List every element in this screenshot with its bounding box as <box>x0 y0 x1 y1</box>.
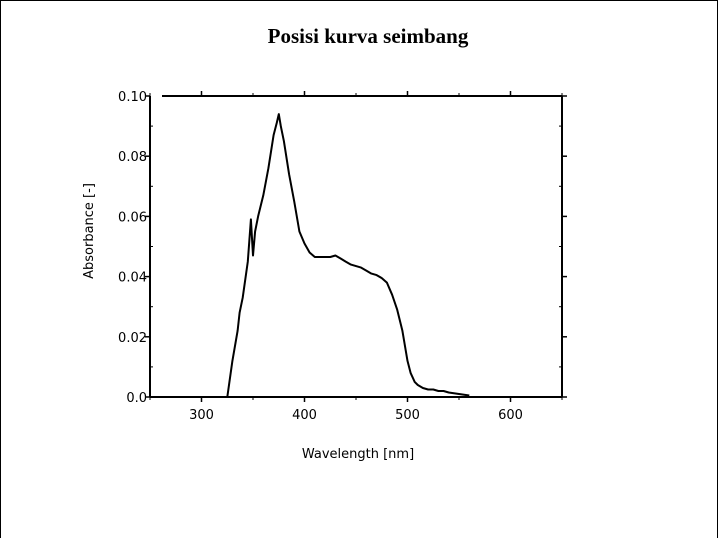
y-tick-label-5: 0.10 <box>118 90 147 105</box>
chart-ticks <box>145 91 567 402</box>
chart-tick-labels: 300 400 500 600 0.0 0.02 0.04 0.06 0.08 0.10 <box>118 90 523 423</box>
y-axis-label: Absorbance [-] <box>82 183 97 279</box>
x-axis-label: Wavelength [nm] <box>302 447 414 462</box>
series-line-absorbance <box>226 113 470 398</box>
y-tick-label-1: 0.02 <box>118 331 147 346</box>
x-tick-label-400: 400 <box>292 408 317 423</box>
y-tick-label-0: 0.0 <box>126 391 147 406</box>
y-tick-label-4: 0.08 <box>118 150 147 165</box>
chart-axes <box>149 95 563 398</box>
x-tick-label-600: 600 <box>498 408 523 423</box>
y-tick-label-3: 0.06 <box>118 210 147 225</box>
x-tick-label-500: 500 <box>395 408 420 423</box>
x-tick-label-300: 300 <box>189 408 214 423</box>
chart-title: Posisi kurva seimbang <box>267 24 469 48</box>
y-tick-label-2: 0.04 <box>118 271 147 286</box>
